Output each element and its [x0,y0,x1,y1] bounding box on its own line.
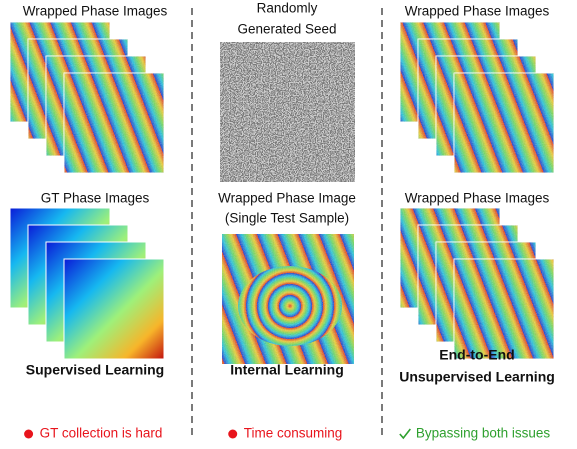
note: GT collection is hard [40,426,163,441]
method-label: Unsupervised Learning [399,369,555,385]
middle-label: (Single Test Sample) [225,211,349,226]
noise [64,73,164,173]
top-label: Generated Seed [237,22,336,37]
noise [454,73,554,173]
note: Bypassing both issues [416,426,551,441]
check-icon [399,428,411,440]
middle-label: GT Phase Images [41,191,150,206]
bullet-icon [228,429,238,439]
method-label: Internal Learning [230,362,344,378]
middle-label: Wrapped Phase Images [405,191,550,206]
noise [454,259,554,359]
random-seed [220,42,355,182]
noise [222,234,354,364]
note: Time consuming [244,426,343,441]
middle-label: Wrapped Phase Image [218,191,356,206]
gt-phase-image [63,258,165,360]
bullet-icon [24,429,34,439]
method-label: End-to-End [439,347,514,363]
method-label: Supervised Learning [26,362,164,378]
top-label: Wrapped Phase Images [23,4,168,19]
top-label: Randomly [257,1,318,16]
top-label: Wrapped Phase Images [405,4,550,19]
